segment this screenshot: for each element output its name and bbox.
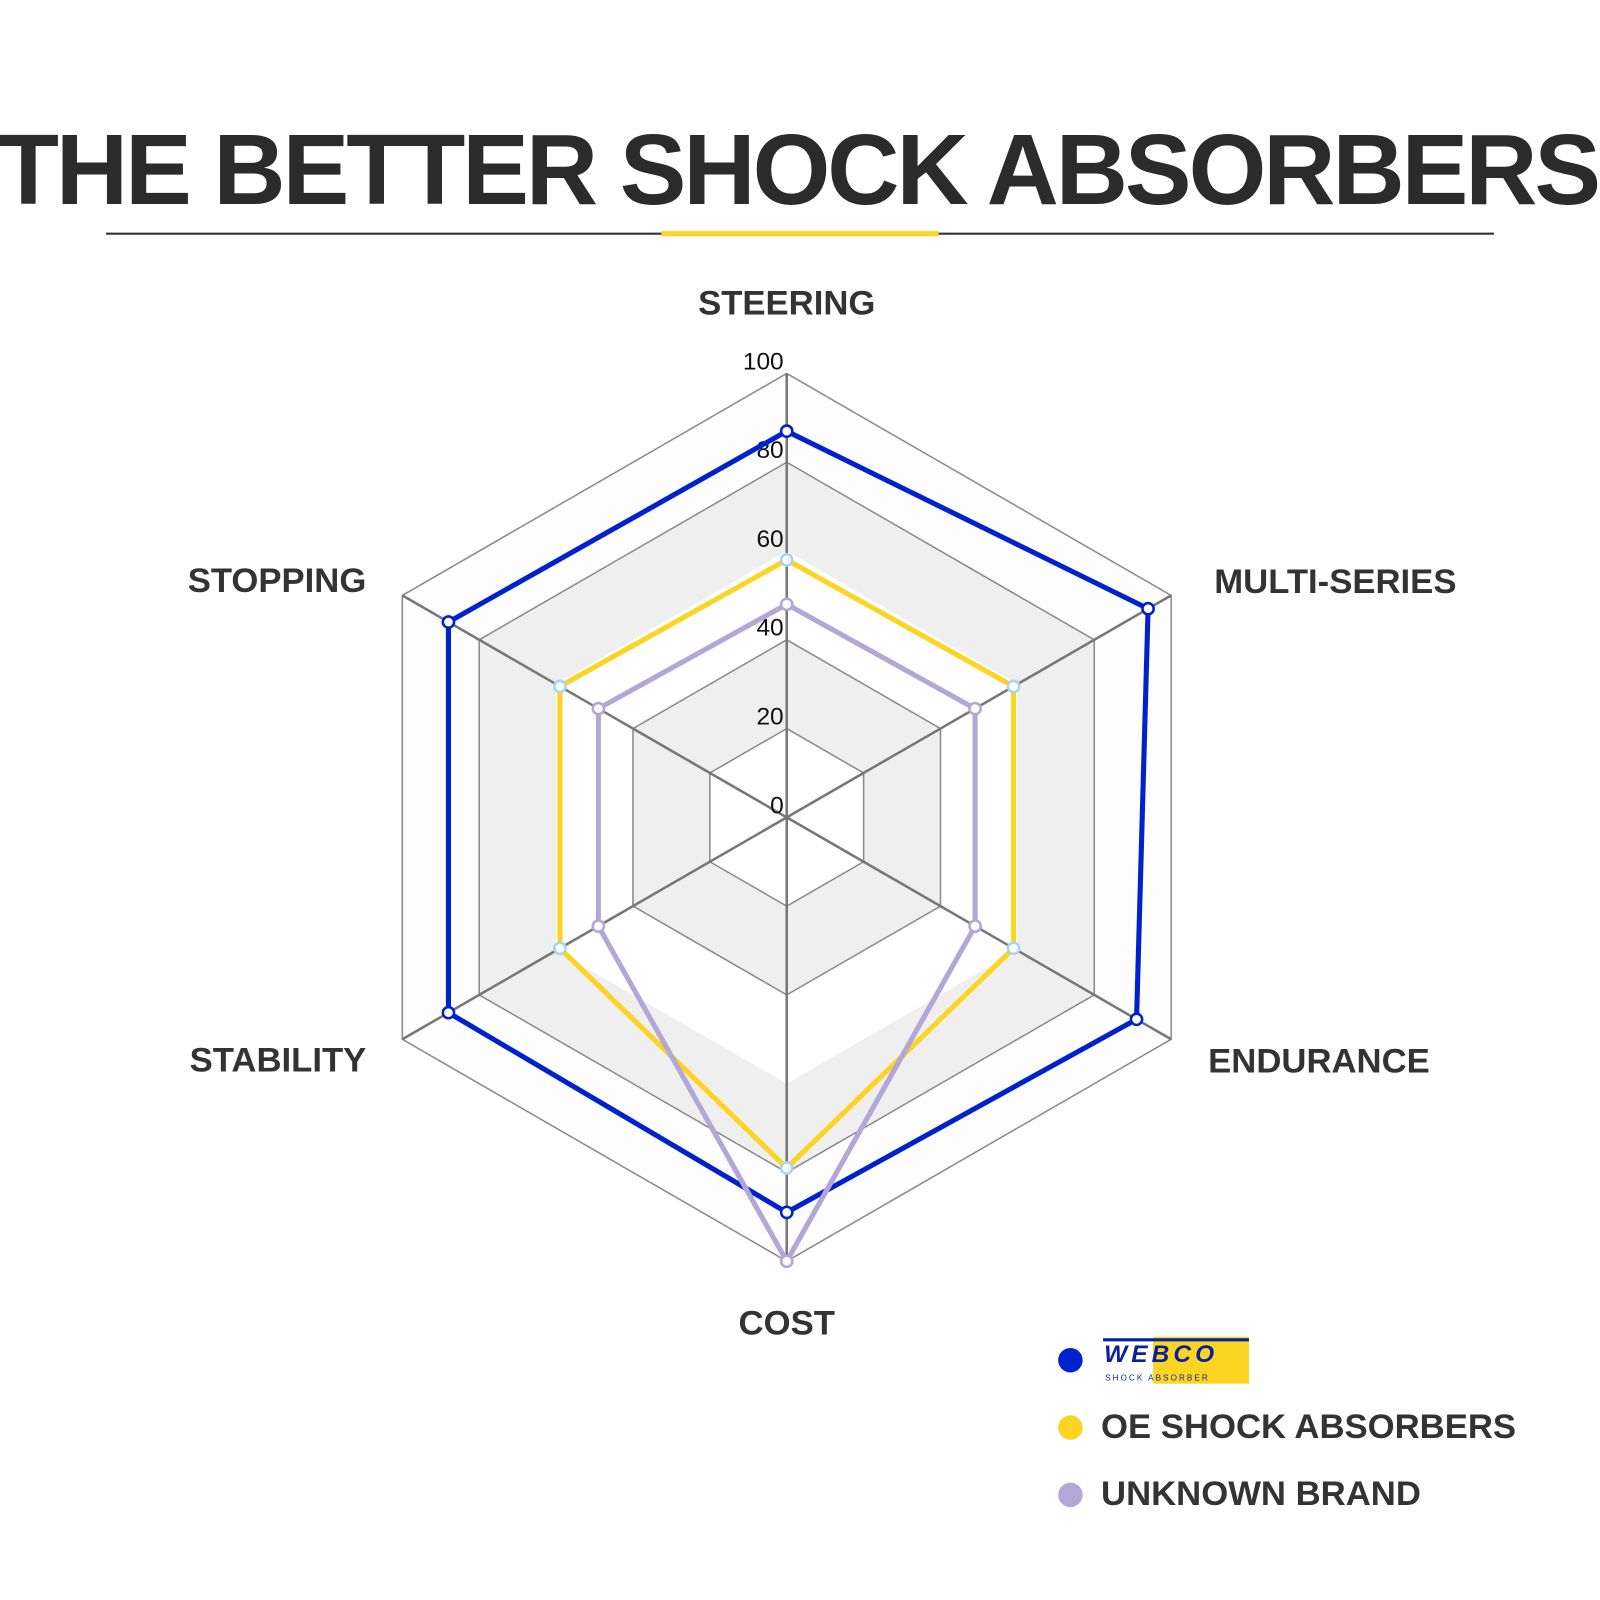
axis-label-stopping: STOPPING: [188, 562, 367, 600]
data-point[interactable]: [1006, 941, 1021, 956]
legend-item-unknown[interactable]: UNKNOWN BRAND: [1058, 1475, 1421, 1513]
legend-marker: [1058, 1482, 1083, 1508]
legend-item-webco[interactable]: WEBCO SHOCK ABSORBER: [1058, 1336, 1249, 1384]
data-point[interactable]: [968, 701, 982, 716]
data-point[interactable]: [441, 615, 456, 629]
data-point[interactable]: [779, 553, 794, 567]
data-point[interactable]: [779, 424, 794, 439]
data-point[interactable]: [779, 1161, 794, 1175]
webco-logo: WEBCO SHOCK ABSORBER: [1103, 1336, 1249, 1384]
tick-label: 100: [743, 348, 784, 375]
data-point[interactable]: [553, 941, 567, 956]
legend: WEBCO SHOCK ABSORBER OE SHOCK ABSORBERS …: [1058, 1336, 1516, 1513]
legend-label: OE SHOCK ABSORBERS: [1101, 1408, 1516, 1446]
legend-marker: [1058, 1415, 1083, 1440]
axis-label-multi-series: MULTI-SERIES: [1214, 563, 1456, 601]
legend-label: UNKNOWN BRAND: [1101, 1475, 1421, 1513]
radar-grid: [401, 372, 1172, 1263]
radar-series: [441, 424, 1155, 1269]
series-0: [441, 424, 1155, 1220]
data-point[interactable]: [553, 679, 567, 694]
data-point[interactable]: [1129, 1012, 1144, 1027]
data-point[interactable]: [591, 701, 606, 716]
data-point[interactable]: [779, 1205, 794, 1220]
legend-marker: [1058, 1347, 1083, 1373]
series-2: [591, 597, 982, 1269]
data-point[interactable]: [1141, 601, 1155, 616]
webco-logo-text: WEBCO: [1104, 1341, 1218, 1368]
axis-label-steering: STEERING: [698, 284, 875, 322]
axis-label-stability: STABILITY: [190, 1041, 367, 1079]
data-point[interactable]: [591, 919, 606, 933]
data-point[interactable]: [968, 919, 982, 933]
chart-title: THE BETTER SHOCK ABSORBERS: [0, 114, 1598, 226]
data-point[interactable]: [779, 1254, 794, 1269]
data-point[interactable]: [441, 1005, 456, 1020]
data-point[interactable]: [779, 597, 794, 612]
series-1: [553, 553, 1021, 1175]
webco-logo-subtext: SHOCK ABSORBER: [1105, 1374, 1210, 1383]
tick-label: 0: [770, 792, 784, 819]
data-point[interactable]: [1006, 679, 1021, 694]
webco-logo-background: [1153, 1336, 1249, 1384]
legend-item-oe[interactable]: OE SHOCK ABSORBERS: [1058, 1408, 1516, 1446]
tick-label: 60: [756, 526, 783, 553]
axis-label-endurance: ENDURANCE: [1208, 1042, 1430, 1080]
tick-label: 20: [756, 703, 783, 730]
axis-label-cost: COST: [739, 1305, 835, 1343]
axis-labels: STEERING MULTI-SERIES ENDURANCE COST STABILI…: [188, 284, 1457, 1342]
